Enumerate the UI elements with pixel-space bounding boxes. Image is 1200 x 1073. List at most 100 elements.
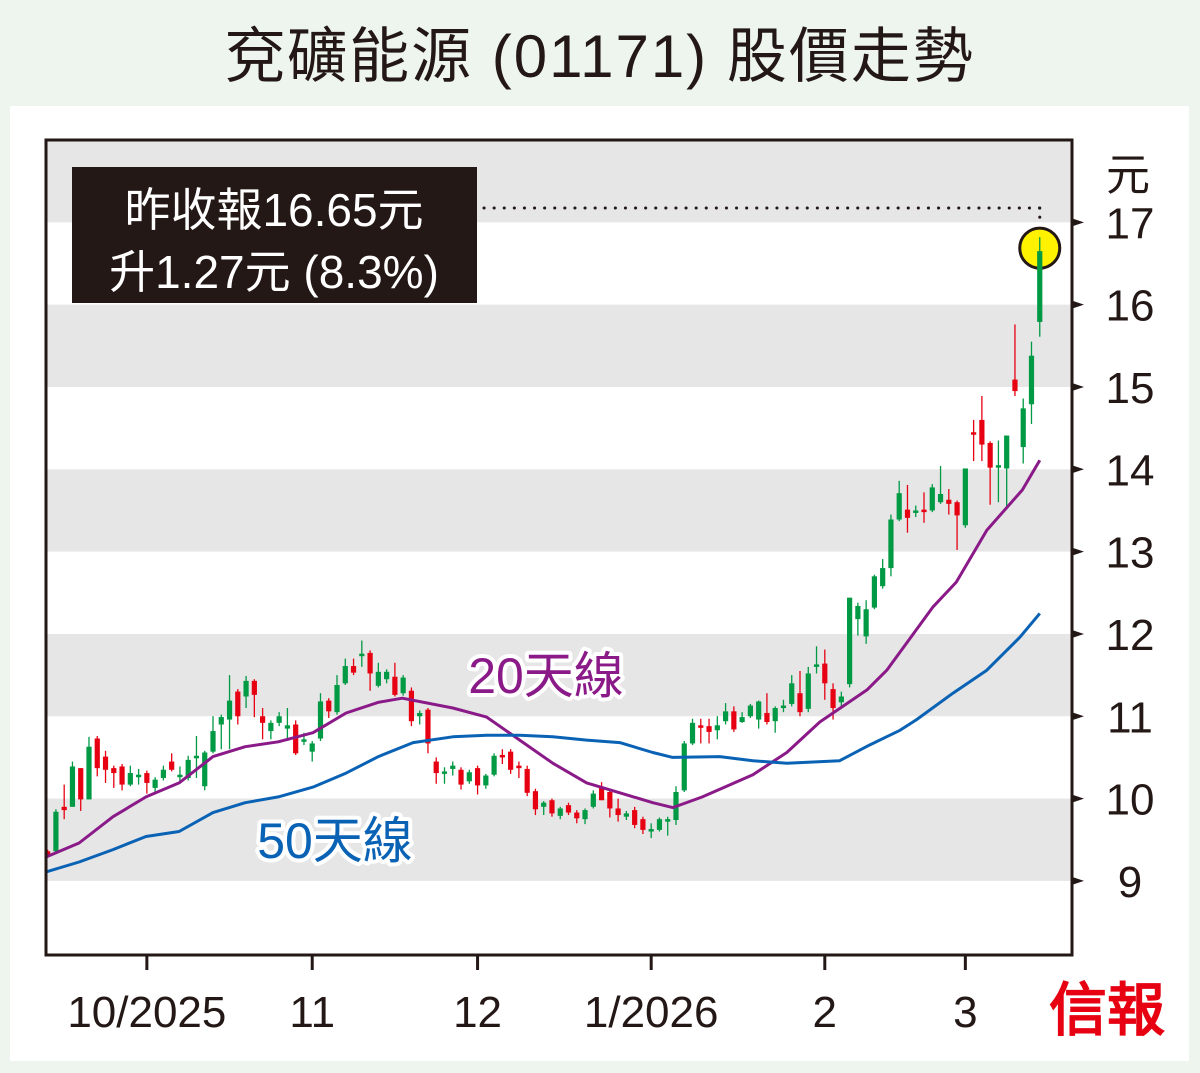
candle bbox=[276, 712, 282, 727]
candle-body bbox=[53, 811, 59, 852]
candle bbox=[632, 806, 638, 829]
y-axis-unit-label: 元 bbox=[1106, 151, 1150, 200]
x-tick-label: 12 bbox=[453, 988, 502, 1037]
y-tick bbox=[1072, 300, 1084, 309]
candle-body bbox=[45, 851, 51, 857]
x-tick-label: 2 bbox=[813, 988, 837, 1037]
candle bbox=[995, 440, 1002, 503]
candle-body bbox=[582, 810, 588, 820]
candle-body bbox=[971, 432, 977, 435]
candle bbox=[1004, 435, 1010, 507]
candle-body bbox=[400, 677, 406, 694]
candle-body bbox=[94, 738, 100, 769]
candle-body bbox=[127, 773, 133, 785]
candle bbox=[417, 710, 423, 725]
candle-body bbox=[598, 787, 605, 801]
candle bbox=[69, 761, 76, 807]
candle bbox=[549, 798, 555, 817]
candle-body bbox=[896, 493, 902, 520]
candle bbox=[508, 749, 514, 774]
candle bbox=[235, 689, 241, 725]
candle bbox=[855, 602, 861, 636]
candle-body bbox=[417, 712, 423, 717]
candle bbox=[946, 489, 952, 515]
candle bbox=[714, 716, 720, 740]
candle-body bbox=[408, 690, 415, 722]
candle bbox=[78, 768, 84, 811]
candle bbox=[780, 699, 787, 713]
plot-frame bbox=[44, 138, 1074, 957]
candle bbox=[524, 765, 530, 797]
axes: 9 10 11 12 13 14 15 16 17 10/2025 11 12 1/2026 2 3 bbox=[44, 138, 1155, 1037]
candle bbox=[689, 718, 696, 746]
candle-body bbox=[177, 774, 183, 778]
candle-body bbox=[309, 743, 315, 752]
candle-body bbox=[69, 766, 76, 807]
candle bbox=[466, 769, 472, 784]
candle-body bbox=[574, 812, 580, 819]
candle bbox=[747, 703, 753, 718]
candle-body bbox=[789, 683, 795, 704]
candle bbox=[243, 675, 249, 709]
candle-body bbox=[210, 731, 216, 752]
candle-body bbox=[499, 754, 505, 758]
candle-body bbox=[937, 493, 944, 503]
candle bbox=[954, 500, 960, 550]
candle bbox=[359, 640, 365, 667]
candle-body bbox=[466, 772, 472, 782]
candle bbox=[260, 708, 266, 740]
candle bbox=[1020, 398, 1026, 464]
annotation-line-1: 昨收報16.65元 bbox=[124, 184, 423, 236]
candle-body bbox=[946, 499, 952, 504]
candle-body bbox=[681, 743, 687, 791]
candle bbox=[350, 658, 357, 676]
candles bbox=[45, 324, 1035, 858]
y-tick-label: 9 bbox=[1118, 858, 1142, 907]
y-tick-label: 12 bbox=[1106, 611, 1155, 660]
candle-body bbox=[838, 696, 844, 703]
candle bbox=[847, 597, 853, 688]
candle-body bbox=[483, 775, 489, 786]
ma20-label: 20天線 bbox=[468, 648, 624, 704]
candle bbox=[929, 484, 935, 513]
candle bbox=[94, 736, 100, 777]
candle-body bbox=[384, 671, 390, 680]
candle-body bbox=[541, 802, 547, 807]
candle-body bbox=[979, 419, 985, 445]
candle bbox=[789, 675, 795, 707]
candle bbox=[805, 666, 811, 713]
candle-body bbox=[102, 756, 109, 770]
background-band bbox=[46, 633, 1072, 717]
candle bbox=[375, 662, 381, 688]
candle bbox=[962, 468, 968, 528]
annotation-box bbox=[72, 167, 477, 303]
y-tick bbox=[1072, 465, 1084, 474]
candle bbox=[764, 693, 770, 725]
candle bbox=[706, 718, 712, 744]
candle-body bbox=[739, 717, 745, 723]
candle bbox=[541, 801, 547, 816]
candle bbox=[102, 750, 109, 783]
y-tick bbox=[1072, 629, 1084, 638]
candle bbox=[342, 658, 348, 685]
candle bbox=[921, 492, 927, 523]
candle-body bbox=[656, 819, 663, 830]
candle-body bbox=[243, 680, 249, 697]
candle bbox=[516, 761, 522, 779]
candle bbox=[640, 816, 646, 834]
candle-body bbox=[805, 673, 811, 709]
candle-body bbox=[871, 576, 878, 608]
candle-body bbox=[375, 671, 381, 686]
y-tick bbox=[1072, 382, 1084, 391]
candle-body bbox=[458, 769, 464, 785]
candle-body bbox=[235, 691, 241, 717]
candle-body bbox=[557, 808, 563, 816]
candle bbox=[656, 817, 663, 832]
candle bbox=[144, 770, 150, 794]
candle bbox=[408, 687, 415, 727]
candle-body bbox=[747, 705, 753, 717]
x-tick-label: 3 bbox=[953, 988, 977, 1037]
candle bbox=[532, 788, 539, 816]
chart-title: 兗礦能源 (01171) 股價走勢 bbox=[225, 23, 975, 90]
